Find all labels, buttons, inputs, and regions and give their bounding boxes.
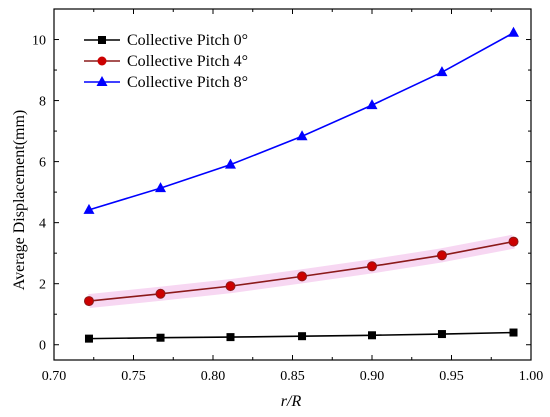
data-point-triangle xyxy=(366,99,378,110)
data-point-square xyxy=(368,331,376,340)
data-point-circle xyxy=(436,250,447,261)
y-tick-label: 0 xyxy=(39,339,46,354)
data-point-square xyxy=(156,333,165,342)
y-tick-label: 8 xyxy=(39,95,46,110)
legend-label: Collective Pitch 4° xyxy=(127,53,248,70)
y-axis-title: Average Displacement(mm) xyxy=(11,110,28,291)
x-tick-label: 1.00 xyxy=(519,369,544,384)
legend: Collective Pitch 0° Collective Pitch 4° Co… xyxy=(84,32,248,91)
x-tick-label: 0.75 xyxy=(121,369,146,384)
legend-marker-square xyxy=(98,36,106,44)
x-axis-title: r/R xyxy=(281,393,302,410)
data-point-circle xyxy=(225,281,236,292)
data-point-triangle xyxy=(508,26,520,37)
data-point-triangle xyxy=(296,130,308,141)
data-point-circle xyxy=(367,261,377,272)
y-tick-label: 10 xyxy=(32,34,46,49)
axes: 0.70 0.75 0.80 0.85 0.90 0.95 1.00 0 2 4 6 8 10 xyxy=(32,8,544,384)
legend-marker-circle xyxy=(97,56,107,66)
legend-label: Collective Pitch 8° xyxy=(127,74,248,91)
x-tick-label: 0.90 xyxy=(360,369,385,384)
data-marks xyxy=(83,26,520,343)
data-point-circle xyxy=(83,296,94,307)
x-tick-label: 0.70 xyxy=(42,369,67,384)
data-point-square xyxy=(84,334,93,343)
data-point-square xyxy=(437,330,446,339)
data-point-triangle xyxy=(83,203,95,214)
y-tick-label: 4 xyxy=(39,217,46,232)
x-tick-label: 0.95 xyxy=(439,369,464,384)
data-point-circle xyxy=(508,236,519,247)
legend-label: Collective Pitch 0° xyxy=(127,32,248,49)
data-point-square xyxy=(226,333,235,342)
data-point-circle xyxy=(297,271,308,282)
data-point-triangle xyxy=(155,182,167,193)
y-tick-label: 6 xyxy=(39,156,46,171)
x-tick-label: 0.80 xyxy=(201,369,226,384)
data-point-triangle xyxy=(224,158,236,169)
x-tick-label: 0.85 xyxy=(280,369,305,384)
plot-area xyxy=(88,234,515,309)
data-point-square xyxy=(509,328,518,337)
data-point-circle xyxy=(155,288,166,299)
data-point-triangle xyxy=(436,66,448,77)
data-point-square xyxy=(298,332,307,341)
y-tick-label: 2 xyxy=(39,278,46,293)
series-highlight-band xyxy=(88,234,515,309)
legend-marker-triangle xyxy=(96,76,108,86)
